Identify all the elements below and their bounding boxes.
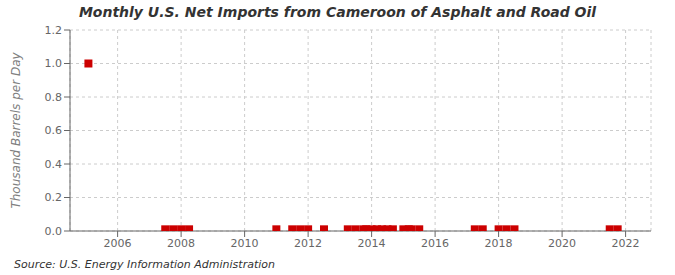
svg-text:2012: 2012: [294, 237, 322, 250]
svg-text:0.8: 0.8: [45, 91, 63, 104]
svg-text:2014: 2014: [358, 237, 386, 250]
svg-text:2020: 2020: [548, 237, 576, 250]
svg-text:0.0: 0.0: [45, 225, 63, 238]
svg-text:0.2: 0.2: [45, 191, 63, 204]
svg-text:2016: 2016: [421, 237, 449, 250]
svg-text:2008: 2008: [167, 237, 195, 250]
svg-text:1.2: 1.2: [45, 24, 63, 37]
svg-text:2018: 2018: [485, 237, 513, 250]
html-text:Monthly U.S. Net Imports from: Monthly U.S. Net Imports from Cameroon o…: [78, 4, 597, 20]
svg-text:2022: 2022: [612, 237, 640, 250]
svg-text:1.0: 1.0: [45, 57, 63, 70]
svg-text:Thousand Barrels per Day: Thousand Barrels per Day: [9, 52, 23, 209]
svg-text:2006: 2006: [104, 237, 132, 250]
svg-text:0.4: 0.4: [45, 158, 63, 171]
svg-text:2010: 2010: [231, 237, 259, 250]
html-text:Source: U.S. Energy Informatio: Source: U.S. Energy Information Administ…: [14, 258, 275, 271]
svg-text:0.6: 0.6: [45, 124, 63, 137]
